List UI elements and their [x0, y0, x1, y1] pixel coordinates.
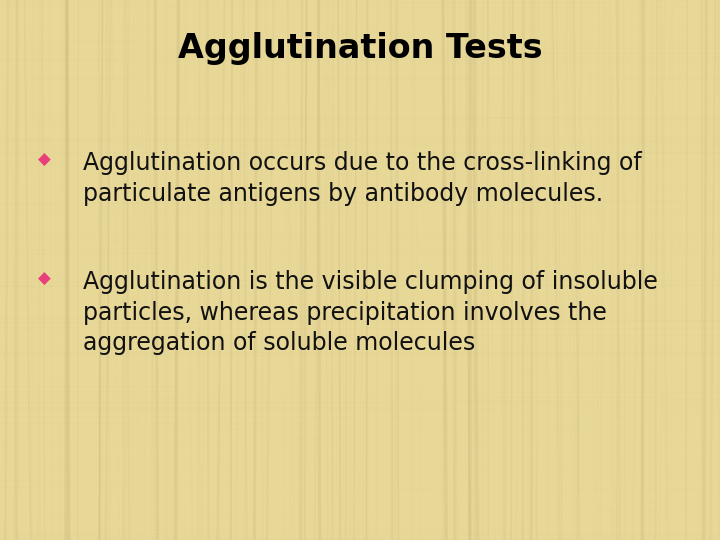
- Text: Agglutination Tests: Agglutination Tests: [178, 32, 542, 65]
- Text: ◆: ◆: [38, 151, 51, 169]
- Text: Agglutination is the visible clumping of insoluble
particles, whereas precipitat: Agglutination is the visible clumping of…: [83, 270, 657, 355]
- Text: ◆: ◆: [38, 270, 51, 288]
- Text: Agglutination occurs due to the cross-linking of
particulate antigens by antibod: Agglutination occurs due to the cross-li…: [83, 151, 642, 206]
